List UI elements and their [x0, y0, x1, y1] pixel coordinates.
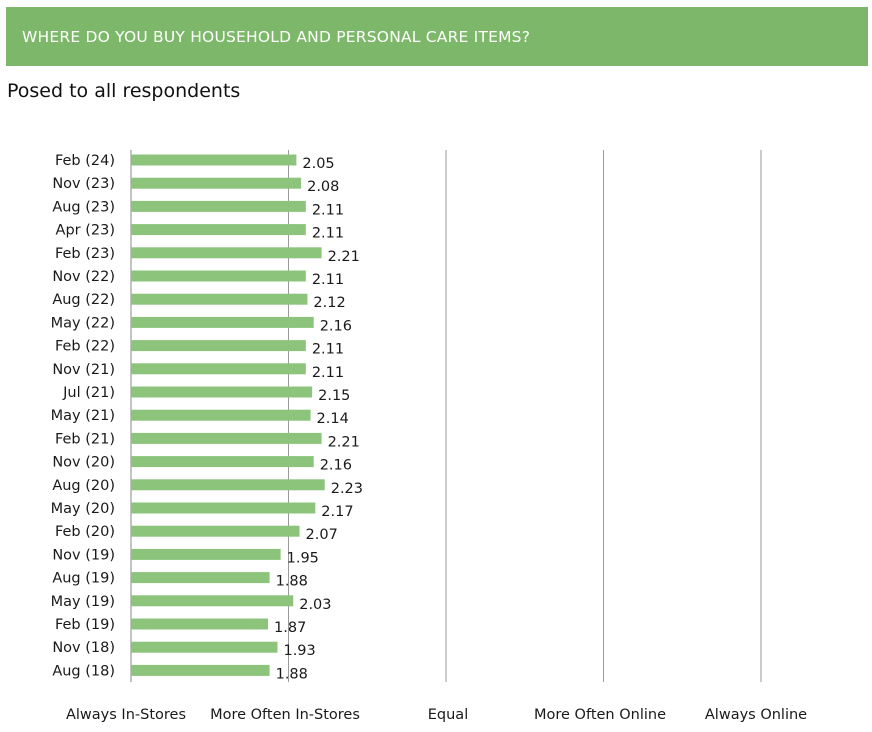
- category-label: Feb (19): [55, 617, 115, 633]
- category-label: May (21): [51, 408, 115, 424]
- bar: [131, 154, 297, 166]
- bar: [131, 479, 325, 491]
- data-label: 2.11: [312, 342, 344, 358]
- data-label: 1.88: [276, 574, 308, 590]
- bar: [131, 525, 300, 537]
- data-label: 2.07: [306, 527, 338, 543]
- data-label: 2.14: [317, 411, 349, 427]
- x-tick-label: Always Online: [705, 707, 807, 723]
- category-label: Apr (23): [56, 223, 115, 239]
- data-label: 2.21: [328, 249, 360, 265]
- category-label: May (20): [51, 501, 115, 517]
- chart-subtitle: Posed to all respondents: [7, 80, 241, 102]
- data-label: 2.03: [299, 597, 331, 613]
- data-label: 1.87: [274, 620, 306, 636]
- data-label: 2.05: [302, 156, 334, 172]
- category-label: Aug (20): [52, 478, 115, 494]
- category-label: Nov (21): [52, 362, 115, 378]
- bar: [131, 641, 278, 653]
- bar: [131, 340, 306, 352]
- bar: [131, 618, 269, 630]
- bar: [131, 363, 306, 375]
- data-label: 2.21: [328, 434, 360, 450]
- data-label: 2.11: [312, 272, 344, 288]
- data-label: 2.17: [321, 504, 353, 520]
- data-label: 2.08: [307, 179, 339, 195]
- bar: [131, 409, 311, 421]
- bar: [131, 595, 294, 607]
- data-label: 2.16: [320, 458, 352, 474]
- bar: [131, 572, 270, 584]
- data-label: 1.88: [276, 666, 308, 682]
- data-label: 2.23: [331, 481, 363, 497]
- bar: [131, 270, 306, 282]
- x-tick-label: Equal: [428, 707, 468, 723]
- data-label: 2.15: [318, 388, 350, 404]
- data-label: 2.11: [312, 226, 344, 242]
- category-label: May (22): [51, 315, 115, 331]
- bar: [131, 386, 313, 398]
- bar: [131, 224, 306, 236]
- category-label: Feb (23): [55, 246, 115, 262]
- category-label: Aug (22): [52, 292, 115, 308]
- bar: [131, 548, 281, 560]
- category-label: Aug (18): [52, 663, 115, 679]
- category-label: May (19): [51, 594, 115, 610]
- bar: [131, 177, 302, 189]
- data-label: 1.93: [283, 643, 315, 659]
- bar: [131, 293, 308, 305]
- category-label: Aug (19): [52, 571, 115, 587]
- category-label: Nov (19): [52, 547, 115, 563]
- category-label: Nov (18): [52, 640, 115, 656]
- bar: [131, 664, 270, 676]
- page-title: WHERE DO YOU BUY HOUSEHOLD AND PERSONAL …: [22, 28, 531, 46]
- header-banner: WHERE DO YOU BUY HOUSEHOLD AND PERSONAL …: [6, 7, 868, 66]
- bar: [131, 432, 322, 444]
- bar: [131, 456, 314, 468]
- data-label: 2.11: [312, 202, 344, 218]
- data-label: 2.12: [313, 295, 345, 311]
- bar: [131, 502, 316, 514]
- data-label: 2.11: [312, 365, 344, 381]
- category-label: Nov (22): [52, 269, 115, 285]
- category-label: Feb (21): [55, 431, 115, 447]
- data-label: 1.95: [287, 550, 319, 566]
- category-label: Jul (21): [62, 385, 115, 401]
- category-label: Nov (20): [52, 455, 115, 471]
- x-tick-label: Always In-Stores: [66, 707, 186, 723]
- category-label: Feb (22): [55, 339, 115, 355]
- bar: [131, 316, 314, 328]
- category-label: Nov (23): [52, 176, 115, 192]
- x-tick-label: More Often Online: [534, 707, 666, 723]
- category-label: Aug (23): [52, 199, 115, 215]
- category-label: Feb (24): [55, 153, 115, 169]
- bar: [131, 200, 306, 212]
- x-tick-label: More Often In-Stores: [210, 707, 360, 723]
- bar: [131, 247, 322, 259]
- category-label: Feb (20): [55, 524, 115, 540]
- data-label: 2.16: [320, 318, 352, 334]
